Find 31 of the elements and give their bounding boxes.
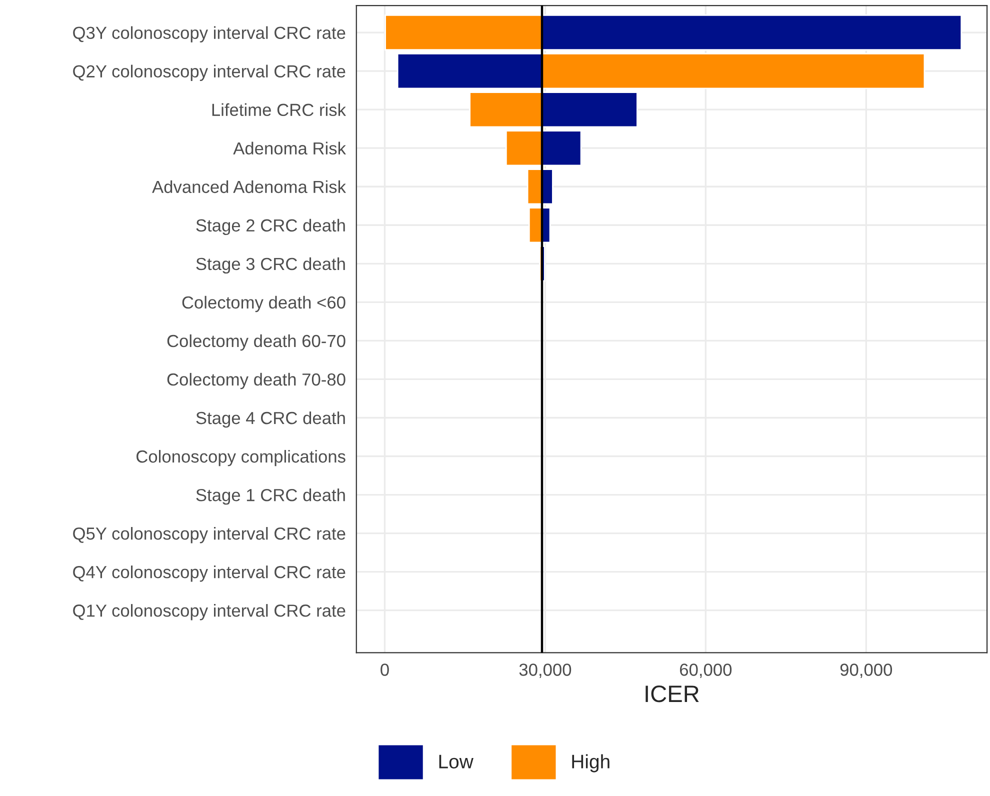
bar — [541, 92, 638, 128]
y-tick-label: Q2Y colonoscopy interval CRC rate — [73, 64, 346, 81]
y-tick-label: Q3Y colonoscopy interval CRC rate — [73, 26, 346, 42]
x-axis-title: ICER — [646, 686, 699, 702]
y-tick-label: Colectomy death 60-70 — [167, 334, 346, 351]
y-tick-label: Q1Y colonoscopy interval CRC rate — [73, 604, 346, 620]
y-tick-label: Advanced Adenoma Risk — [152, 180, 346, 194]
y-tick-label: Colectomy death 70-80 — [167, 372, 346, 390]
y-tick-label: Q5Y colonoscopy interval CRC rate — [73, 527, 346, 544]
legend-label: Low — [439, 754, 474, 768]
y-tick-label: Stage 4 CRC death — [196, 411, 345, 428]
x-tick-label: 30,000 — [519, 664, 572, 678]
y-tick-label: Lifetime CRC risk — [212, 103, 346, 116]
bar — [469, 92, 543, 128]
y-tick-label: Colectomy death <60 — [182, 296, 346, 312]
bar — [541, 130, 582, 166]
legend-label: High — [572, 754, 610, 772]
bar — [505, 130, 543, 166]
y-tick-label: Stage 1 CRC death — [196, 488, 345, 505]
bar — [396, 53, 543, 90]
x-tick-label: 0 — [380, 664, 389, 676]
x-tick-label: 90,000 — [840, 664, 892, 678]
y-tick-label: Stage 2 CRC death — [196, 218, 345, 236]
y-tick-label: Adenoma Risk — [233, 142, 346, 155]
bar — [384, 14, 543, 51]
y-tick-label: Colonoscopy complications — [136, 450, 346, 466]
bar — [541, 53, 926, 90]
bar — [541, 14, 962, 51]
x-tick-label: 60,000 — [680, 664, 732, 678]
y-tick-label: Stage 3 CRC death — [196, 257, 345, 274]
y-tick-label: Q4Y colonoscopy interval CRC rate — [73, 566, 346, 582]
